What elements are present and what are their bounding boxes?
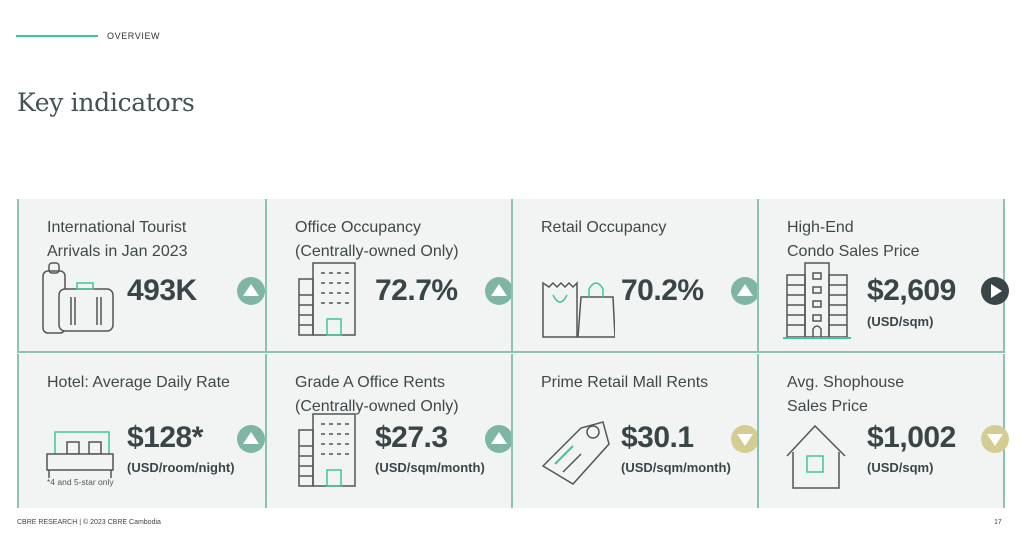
indicator-card: Avg. Shophouse Sales Price $1,002 (USD/sq… [757,354,1009,508]
indicator-value: $27.3 [375,421,448,454]
indicator-unit: (USD/sqm) [867,314,934,329]
indicator-title: Grade A Office Rents (Centrally-owned On… [295,374,459,415]
indicator-title: Retail Occupancy [541,219,667,236]
indicator-card: Prime Retail Mall Rents $30.1 (USD/sqm/mo… [511,354,759,508]
indicator-title: Office Occupancy (Centrally-owned Only) [295,219,459,260]
page-title: Key indicators [17,88,195,117]
indicator-footnote: *4 and 5-star only [47,477,114,487]
indicator-card: Grade A Office Rents (Centrally-owned On… [265,354,513,508]
indicator-value: 72.7% [375,274,458,307]
indicator-title: Avg. Shophouse Sales Price [787,374,905,415]
trend-up-icon [237,277,265,305]
page-number: 17 [994,519,1002,526]
house-icon [779,412,861,490]
indicator-unit: (USD/sqm/month) [621,460,731,475]
shopping-bags-icon [533,261,616,339]
indicator-title: High-End Condo Sales Price [787,219,920,260]
indicator-value: $2,609 [867,274,956,307]
trend-down-icon [981,425,1009,453]
trend-up-icon [237,425,265,453]
indicator-card: High-End Condo Sales Price $2,609 (USD/sq… [757,199,1009,353]
indicator-value: 70.2% [621,274,704,307]
office-building-icon [287,261,369,339]
indicator-title: Prime Retail Mall Rents [541,374,709,391]
bed-icon [39,412,121,490]
condo-tower-icon [779,261,861,339]
indicator-unit: (USD/room/night) [127,460,235,475]
indicator-value: 493K [127,274,197,307]
office-building-icon [287,412,369,490]
trend-up-icon [731,277,759,305]
indicator-title: Hotel: Average Daily Rate [47,374,230,391]
indicator-card: Hotel: Average Daily Rate $128* (USD/room… [17,354,265,508]
indicator-card: Retail Occupancy 70.2% [511,199,759,353]
indicator-grid: International Tourist Arrivals in Jan 20… [17,199,1009,509]
indicator-unit: (USD/sqm/month) [375,460,485,475]
luggage-icon [39,261,121,339]
indicator-value: $1,002 [867,421,956,454]
indicator-value: $30.1 [621,421,694,454]
trend-up-icon [485,425,513,453]
trend-up-icon [485,277,513,305]
footer-text: CBRE RESEARCH | © 2023 CBRE Cambodia [17,519,161,526]
indicator-value: $128* [127,421,203,454]
trend-down-icon [731,425,759,453]
section-rule [16,35,98,37]
price-tag-icon [533,412,615,490]
trend-flat-icon [981,277,1009,305]
indicator-unit: (USD/sqm) [867,460,934,475]
indicator-card: International Tourist Arrivals in Jan 20… [17,199,265,353]
section-label: OVERVIEW [107,31,161,41]
indicator-title: International Tourist Arrivals in Jan 20… [47,219,188,260]
indicator-card: Office Occupancy (Centrally-owned Only) … [265,199,513,353]
